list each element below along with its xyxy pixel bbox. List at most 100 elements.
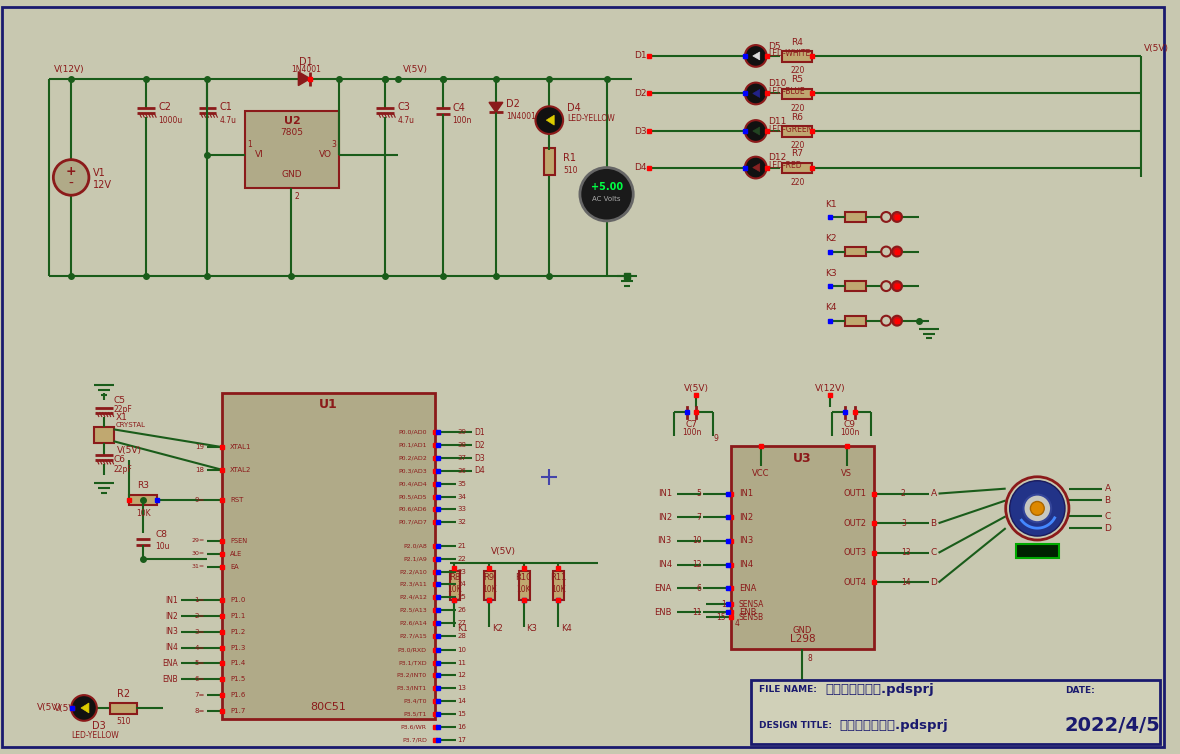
Text: K4: K4 — [562, 624, 572, 633]
Text: R5: R5 — [792, 75, 804, 84]
Text: C1: C1 — [219, 103, 232, 112]
Text: SENSA: SENSA — [739, 599, 765, 608]
Text: VI: VI — [255, 150, 263, 159]
Polygon shape — [753, 90, 760, 97]
Text: 1N4001: 1N4001 — [291, 66, 321, 74]
Circle shape — [1030, 501, 1044, 515]
Text: D4: D4 — [635, 163, 647, 172]
Text: 19: 19 — [196, 444, 204, 450]
Text: 1=: 1= — [195, 597, 204, 603]
Polygon shape — [81, 703, 88, 713]
Text: 2: 2 — [294, 192, 300, 201]
Text: R11: R11 — [550, 573, 566, 582]
Text: C9: C9 — [844, 420, 856, 429]
Bar — [553, 571, 564, 600]
Text: +45.0: +45.0 — [1021, 546, 1054, 556]
Text: 10: 10 — [691, 537, 701, 545]
Text: B: B — [1104, 496, 1110, 505]
Text: P1.0: P1.0 — [230, 597, 245, 603]
Text: IN2: IN2 — [739, 513, 753, 522]
Text: K2: K2 — [492, 624, 503, 633]
Text: IN3: IN3 — [657, 537, 671, 545]
Text: D3: D3 — [635, 127, 647, 136]
Text: 30=: 30= — [191, 551, 204, 556]
Text: FILE NAME:: FILE NAME: — [759, 685, 817, 694]
Text: IN1: IN1 — [739, 489, 753, 498]
Text: 6: 6 — [696, 584, 701, 593]
Bar — [732, 446, 874, 648]
Text: C4: C4 — [452, 103, 465, 113]
Text: D2: D2 — [506, 100, 519, 109]
Text: R1: R1 — [563, 152, 576, 163]
Text: ENB: ENB — [654, 608, 671, 617]
Text: CRYSTAL: CRYSTAL — [116, 422, 145, 428]
Text: R8: R8 — [448, 573, 460, 582]
Circle shape — [1023, 495, 1051, 523]
Text: 3: 3 — [902, 519, 906, 528]
Text: 220: 220 — [791, 178, 805, 187]
Circle shape — [745, 83, 767, 104]
Text: C5: C5 — [113, 396, 125, 405]
Bar — [845, 281, 866, 291]
Text: ALE: ALE — [230, 551, 242, 557]
Text: P1.7: P1.7 — [230, 708, 245, 714]
Polygon shape — [546, 115, 555, 125]
Text: P0.6/AD6: P0.6/AD6 — [399, 507, 427, 512]
Text: 510: 510 — [563, 166, 578, 175]
Text: 2=: 2= — [195, 613, 204, 619]
Bar — [222, 393, 434, 719]
Text: R3: R3 — [137, 481, 149, 490]
Text: V(5V): V(5V) — [404, 66, 428, 74]
Text: D10: D10 — [768, 79, 787, 88]
Polygon shape — [753, 164, 760, 171]
Text: 2: 2 — [902, 489, 906, 498]
Text: A: A — [1104, 484, 1110, 493]
Text: 510: 510 — [117, 717, 131, 726]
Bar — [544, 148, 556, 176]
Text: C7: C7 — [686, 420, 697, 429]
Circle shape — [892, 316, 902, 326]
Text: R9: R9 — [484, 573, 494, 582]
Text: 3=: 3= — [195, 629, 204, 635]
Text: V(5V): V(5V) — [491, 547, 517, 556]
Text: P0.4/AD4: P0.4/AD4 — [398, 481, 427, 486]
Text: D5: D5 — [768, 41, 781, 51]
Text: 14: 14 — [902, 578, 911, 587]
Text: 7=: 7= — [195, 692, 204, 698]
Text: RST: RST — [230, 496, 243, 502]
Polygon shape — [753, 52, 760, 60]
Text: U3: U3 — [793, 452, 812, 464]
Circle shape — [579, 167, 634, 221]
Text: -: - — [68, 177, 73, 192]
Text: K1: K1 — [825, 200, 837, 209]
Bar — [519, 571, 530, 600]
Text: 5: 5 — [696, 489, 701, 498]
Text: GND: GND — [282, 170, 302, 179]
Text: IN4: IN4 — [657, 560, 671, 569]
Polygon shape — [299, 72, 310, 85]
Text: D11: D11 — [768, 117, 787, 126]
Text: C6: C6 — [113, 455, 125, 464]
Text: X1: X1 — [116, 413, 127, 422]
Text: C8: C8 — [155, 529, 168, 538]
Text: 8: 8 — [807, 654, 812, 663]
Circle shape — [881, 316, 891, 326]
Text: P1.3: P1.3 — [230, 645, 245, 651]
Text: 31=: 31= — [191, 564, 204, 569]
Text: L298: L298 — [789, 634, 815, 644]
Text: 34: 34 — [458, 494, 466, 500]
Text: 80C51: 80C51 — [310, 702, 347, 712]
Text: VO: VO — [319, 150, 332, 159]
Text: P2.7/A15: P2.7/A15 — [399, 633, 427, 639]
Bar — [782, 126, 812, 137]
Circle shape — [745, 157, 767, 179]
Text: D3: D3 — [474, 453, 485, 462]
Text: P3.0/RXD: P3.0/RXD — [398, 647, 427, 652]
Text: D1: D1 — [300, 57, 313, 67]
Circle shape — [536, 106, 563, 134]
Circle shape — [881, 247, 891, 256]
Circle shape — [1010, 481, 1066, 536]
Text: V(12V): V(12V) — [814, 385, 845, 394]
Text: 100n: 100n — [452, 115, 472, 124]
Text: 35: 35 — [458, 481, 466, 486]
